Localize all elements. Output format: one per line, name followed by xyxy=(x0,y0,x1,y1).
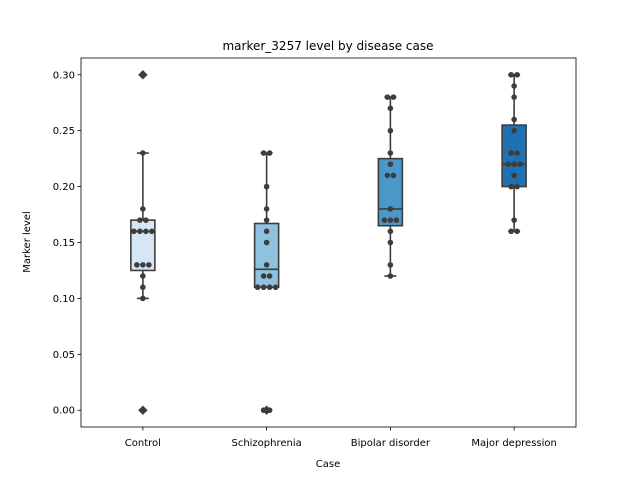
y-tick-label: 0.15 xyxy=(53,238,75,249)
data-point xyxy=(511,217,517,223)
data-point xyxy=(387,217,394,223)
data-point xyxy=(266,284,273,291)
x-tick-label: Major depression xyxy=(471,438,557,449)
chart-title: marker_3257 level by disease case xyxy=(222,39,433,53)
data-point xyxy=(140,206,146,212)
data-point xyxy=(140,150,146,156)
data-point xyxy=(140,262,146,268)
y-tick-label: 0.00 xyxy=(53,406,75,417)
data-point xyxy=(387,228,394,235)
data-point xyxy=(140,284,146,291)
data-point xyxy=(263,183,270,190)
plot-area xyxy=(130,70,527,415)
data-point xyxy=(266,273,273,279)
data-point xyxy=(260,407,267,414)
data-point xyxy=(514,150,520,156)
box-bipolar-disorder xyxy=(377,157,404,227)
y-tick-label: 0.05 xyxy=(53,350,75,361)
data-point xyxy=(134,262,140,268)
data-point xyxy=(140,407,146,414)
data-point xyxy=(387,150,394,156)
x-axis-label: Case xyxy=(316,459,340,470)
data-point xyxy=(143,217,149,223)
data-point xyxy=(508,183,514,190)
data-point xyxy=(140,71,146,78)
data-point xyxy=(511,161,517,168)
data-point xyxy=(149,228,155,235)
data-point xyxy=(514,228,520,235)
data-point xyxy=(260,150,267,156)
data-point xyxy=(143,228,149,235)
data-point xyxy=(266,150,273,156)
data-point xyxy=(387,239,394,246)
y-axis-label: Marker level xyxy=(22,211,33,273)
data-point xyxy=(508,228,514,235)
data-point xyxy=(387,273,394,279)
data-point xyxy=(387,127,394,134)
data-point xyxy=(137,228,143,235)
data-point xyxy=(387,161,394,168)
data-point xyxy=(390,172,397,179)
data-point xyxy=(140,273,146,279)
data-point xyxy=(511,83,517,89)
data-point xyxy=(272,284,279,291)
data-point xyxy=(511,116,517,123)
x-tick-label: Control xyxy=(125,438,161,449)
data-point xyxy=(387,105,394,112)
data-point xyxy=(263,262,270,268)
data-point xyxy=(260,284,267,291)
data-point xyxy=(511,94,517,100)
data-point xyxy=(137,217,143,223)
data-point xyxy=(384,94,391,100)
data-point xyxy=(511,172,517,179)
data-point xyxy=(508,150,514,156)
data-point xyxy=(263,228,270,235)
data-point xyxy=(266,407,273,414)
y-tick-label: 0.30 xyxy=(53,70,75,81)
axes: 0.00 0.05 0.10 0.15 0.20 0.25 0.30 Control Schiz… xyxy=(53,70,557,449)
data-point xyxy=(263,206,270,212)
data-point xyxy=(511,127,517,134)
data-point xyxy=(381,217,388,223)
data-point xyxy=(140,295,146,302)
data-point xyxy=(384,172,391,179)
data-point xyxy=(146,262,152,268)
y-tick-label: 0.20 xyxy=(53,182,75,193)
data-point xyxy=(254,284,261,291)
data-point xyxy=(263,239,270,246)
data-point xyxy=(390,94,397,100)
data-point xyxy=(508,71,514,78)
data-point xyxy=(505,161,511,168)
data-point xyxy=(387,206,394,212)
data-point xyxy=(517,161,523,168)
data-point xyxy=(393,217,400,223)
data-point xyxy=(514,71,520,78)
y-tick-label: 0.25 xyxy=(53,126,75,137)
x-tick-label: Schizophrenia xyxy=(231,438,301,449)
data-point xyxy=(263,217,270,223)
data-point xyxy=(260,273,267,279)
y-tick-label: 0.10 xyxy=(53,294,75,305)
x-tick-label: Bipolar disorder xyxy=(351,438,431,449)
data-point xyxy=(131,228,137,235)
data-point xyxy=(387,262,394,268)
data-point xyxy=(514,183,520,190)
